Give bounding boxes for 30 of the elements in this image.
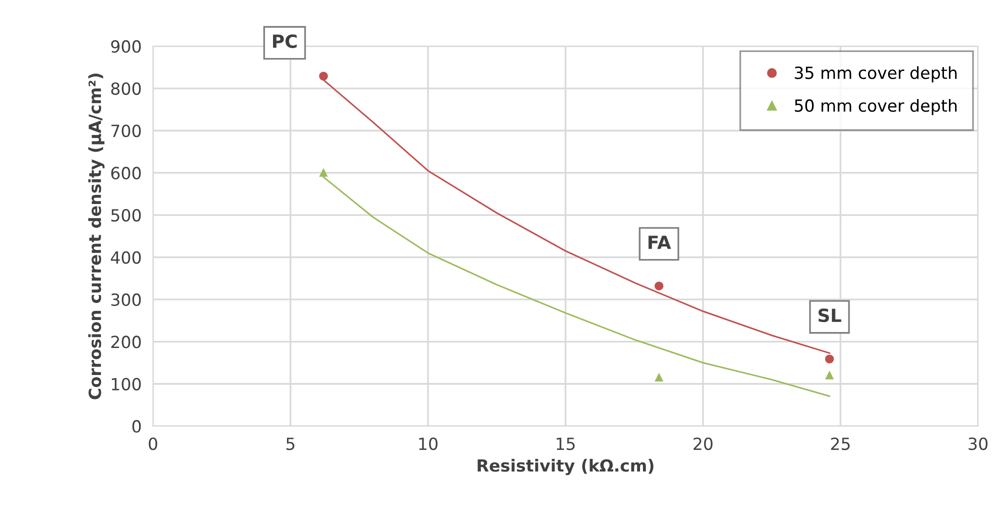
- point: [654, 372, 664, 382]
- y-tick-label: 500: [111, 209, 141, 222]
- point: [654, 282, 664, 290]
- point: [825, 354, 834, 364]
- x-tick-label: 0: [148, 438, 158, 450]
- x-tick-label: 30: [968, 438, 988, 450]
- annotation: PC: [273, 34, 297, 48]
- annotation: SL: [818, 308, 842, 322]
- legend-label: 35 mm cover depth: [794, 66, 957, 82]
- y-tick-label: 700: [111, 124, 141, 138]
- x-tick-label: 15: [556, 438, 575, 450]
- x-tick-label: 25: [831, 438, 850, 450]
- point: [319, 72, 328, 81]
- annotation: FA: [648, 236, 672, 249]
- x-tick-label: 20: [694, 438, 712, 450]
- point: [825, 370, 834, 380]
- y-tick-label: 600: [111, 166, 141, 180]
- y-tick-label: 800: [111, 82, 141, 95]
- y-tick-label: 300: [111, 293, 141, 306]
- y-tick-label: 200: [111, 336, 141, 348]
- x-axis-title: Resistivity (kΩ.cm): [478, 458, 654, 476]
- y-tick-label: 0: [132, 420, 141, 433]
- point: [319, 168, 328, 177]
- x-tick-label: 5: [286, 438, 294, 450]
- x-tick-label: 10: [419, 438, 438, 450]
- y-tick-label: 900: [111, 40, 141, 53]
- y-tick-label: 400: [110, 251, 141, 264]
- legend-label: 50 mm cover depth: [794, 98, 957, 116]
- y-axis-title: Corrosion current density (μA/cm²): [88, 74, 105, 400]
- y-tick-label: 100: [112, 378, 141, 390]
